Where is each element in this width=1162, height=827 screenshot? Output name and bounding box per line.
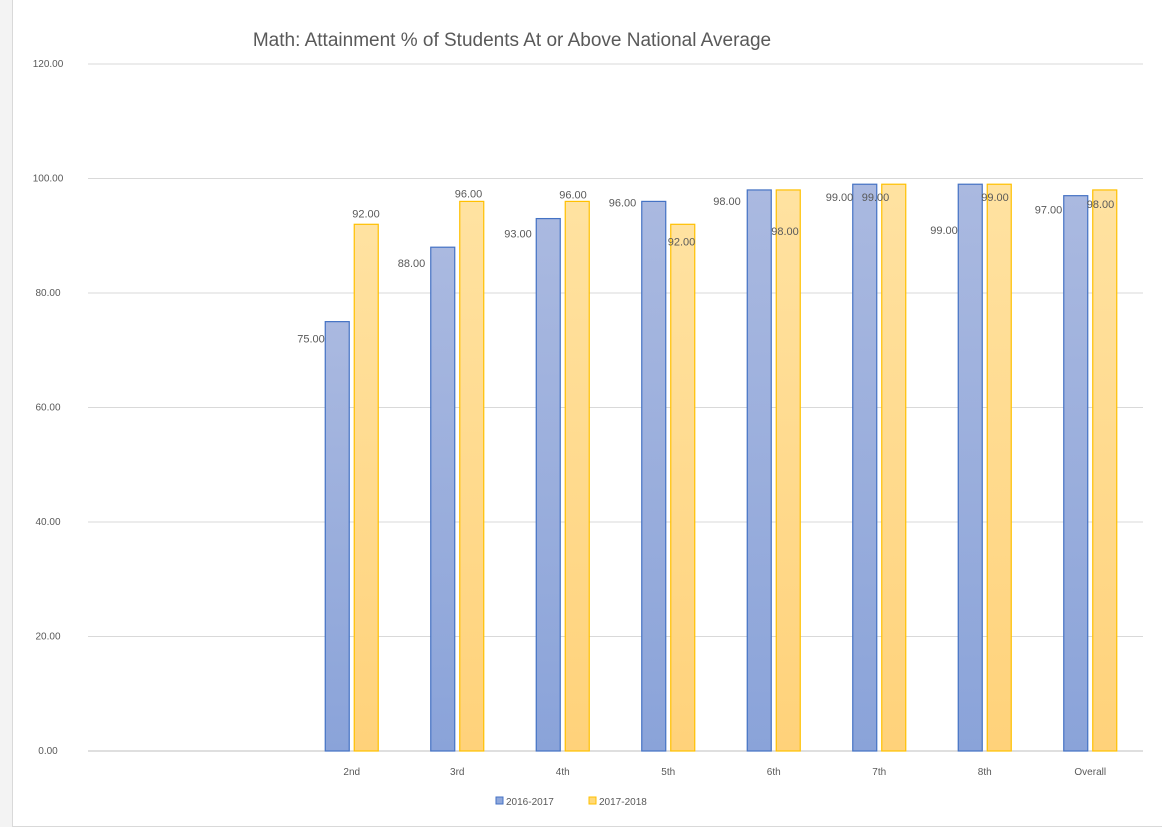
bar-2016-2017 xyxy=(746,189,772,752)
legend-label: 2017-2018 xyxy=(599,797,647,808)
bar-2017-2018 xyxy=(564,200,590,752)
bar-2016-2017 xyxy=(957,183,983,752)
bar-2016-2017 xyxy=(430,246,456,752)
y-tick-label: 120.00 xyxy=(33,59,64,70)
y-tick-label: 20.00 xyxy=(35,632,60,643)
data-label: 99.00 xyxy=(826,192,854,204)
data-label: 99.00 xyxy=(862,192,890,204)
x-tick-label: 4th xyxy=(556,767,570,778)
bar-2016-2017 xyxy=(535,217,561,752)
bars xyxy=(324,183,1118,752)
bar-2017-2018 xyxy=(670,223,696,752)
data-label: 99.00 xyxy=(981,192,1009,204)
bar-2016-2017 xyxy=(1063,195,1089,752)
x-tick-label: 7th xyxy=(872,767,886,778)
data-label: 98.00 xyxy=(1087,199,1115,211)
y-tick-label: 60.00 xyxy=(35,403,60,414)
x-tick-label: 2nd xyxy=(343,767,360,778)
y-tick-label: 80.00 xyxy=(35,288,60,299)
data-label: 98.00 xyxy=(713,196,741,208)
x-tick-label: 3rd xyxy=(450,767,464,778)
y-tick-label: 40.00 xyxy=(35,517,60,528)
y-tick-label: 100.00 xyxy=(33,174,64,185)
bar-2017-2018 xyxy=(775,189,801,752)
data-label: 88.00 xyxy=(398,258,426,270)
data-label: 92.00 xyxy=(352,208,380,220)
bar-2016-2017 xyxy=(324,321,350,752)
x-axis-ticks: 2nd 3rd 4th 5th 6th 7th 8th Overall xyxy=(343,767,1106,778)
bar-2017-2018 xyxy=(986,183,1012,752)
data-label: 97.00 xyxy=(1035,205,1063,217)
bar-2017-2018 xyxy=(1092,189,1118,752)
x-tick-label: Overall xyxy=(1074,767,1106,778)
data-label: 92.00 xyxy=(668,236,696,248)
data-label: 99.00 xyxy=(930,225,958,237)
data-label: 96.00 xyxy=(455,188,483,200)
bar-2016-2017 xyxy=(641,200,667,752)
legend-swatch xyxy=(495,796,504,805)
legend-swatch xyxy=(588,796,597,805)
legend-label: 2016-2017 xyxy=(506,797,554,808)
data-labels: 75.00 92.00 88.00 96.00 93.00 96.00 96.00 92.00… xyxy=(297,188,1114,345)
data-label: 93.00 xyxy=(504,229,532,241)
bar-2017-2018 xyxy=(881,183,907,752)
x-tick-label: 6th xyxy=(767,767,781,778)
x-tick-label: 8th xyxy=(978,767,992,778)
y-tick-label: 0.00 xyxy=(38,746,58,757)
bar-2016-2017 xyxy=(852,183,878,752)
data-label: 96.00 xyxy=(559,189,587,201)
data-label: 75.00 xyxy=(297,334,325,346)
bar-2017-2018 xyxy=(459,200,485,752)
data-label: 98.00 xyxy=(771,226,799,238)
data-label: 96.00 xyxy=(609,197,637,209)
x-tick-label: 5th xyxy=(661,767,675,778)
legend[interactable]: 2016-2017 2017-2018 xyxy=(495,796,647,808)
bar-2017-2018 xyxy=(353,223,379,752)
sheet-left-edge xyxy=(0,0,13,827)
chart-title: Math: Attainment % of Students At or Abo… xyxy=(253,30,771,51)
